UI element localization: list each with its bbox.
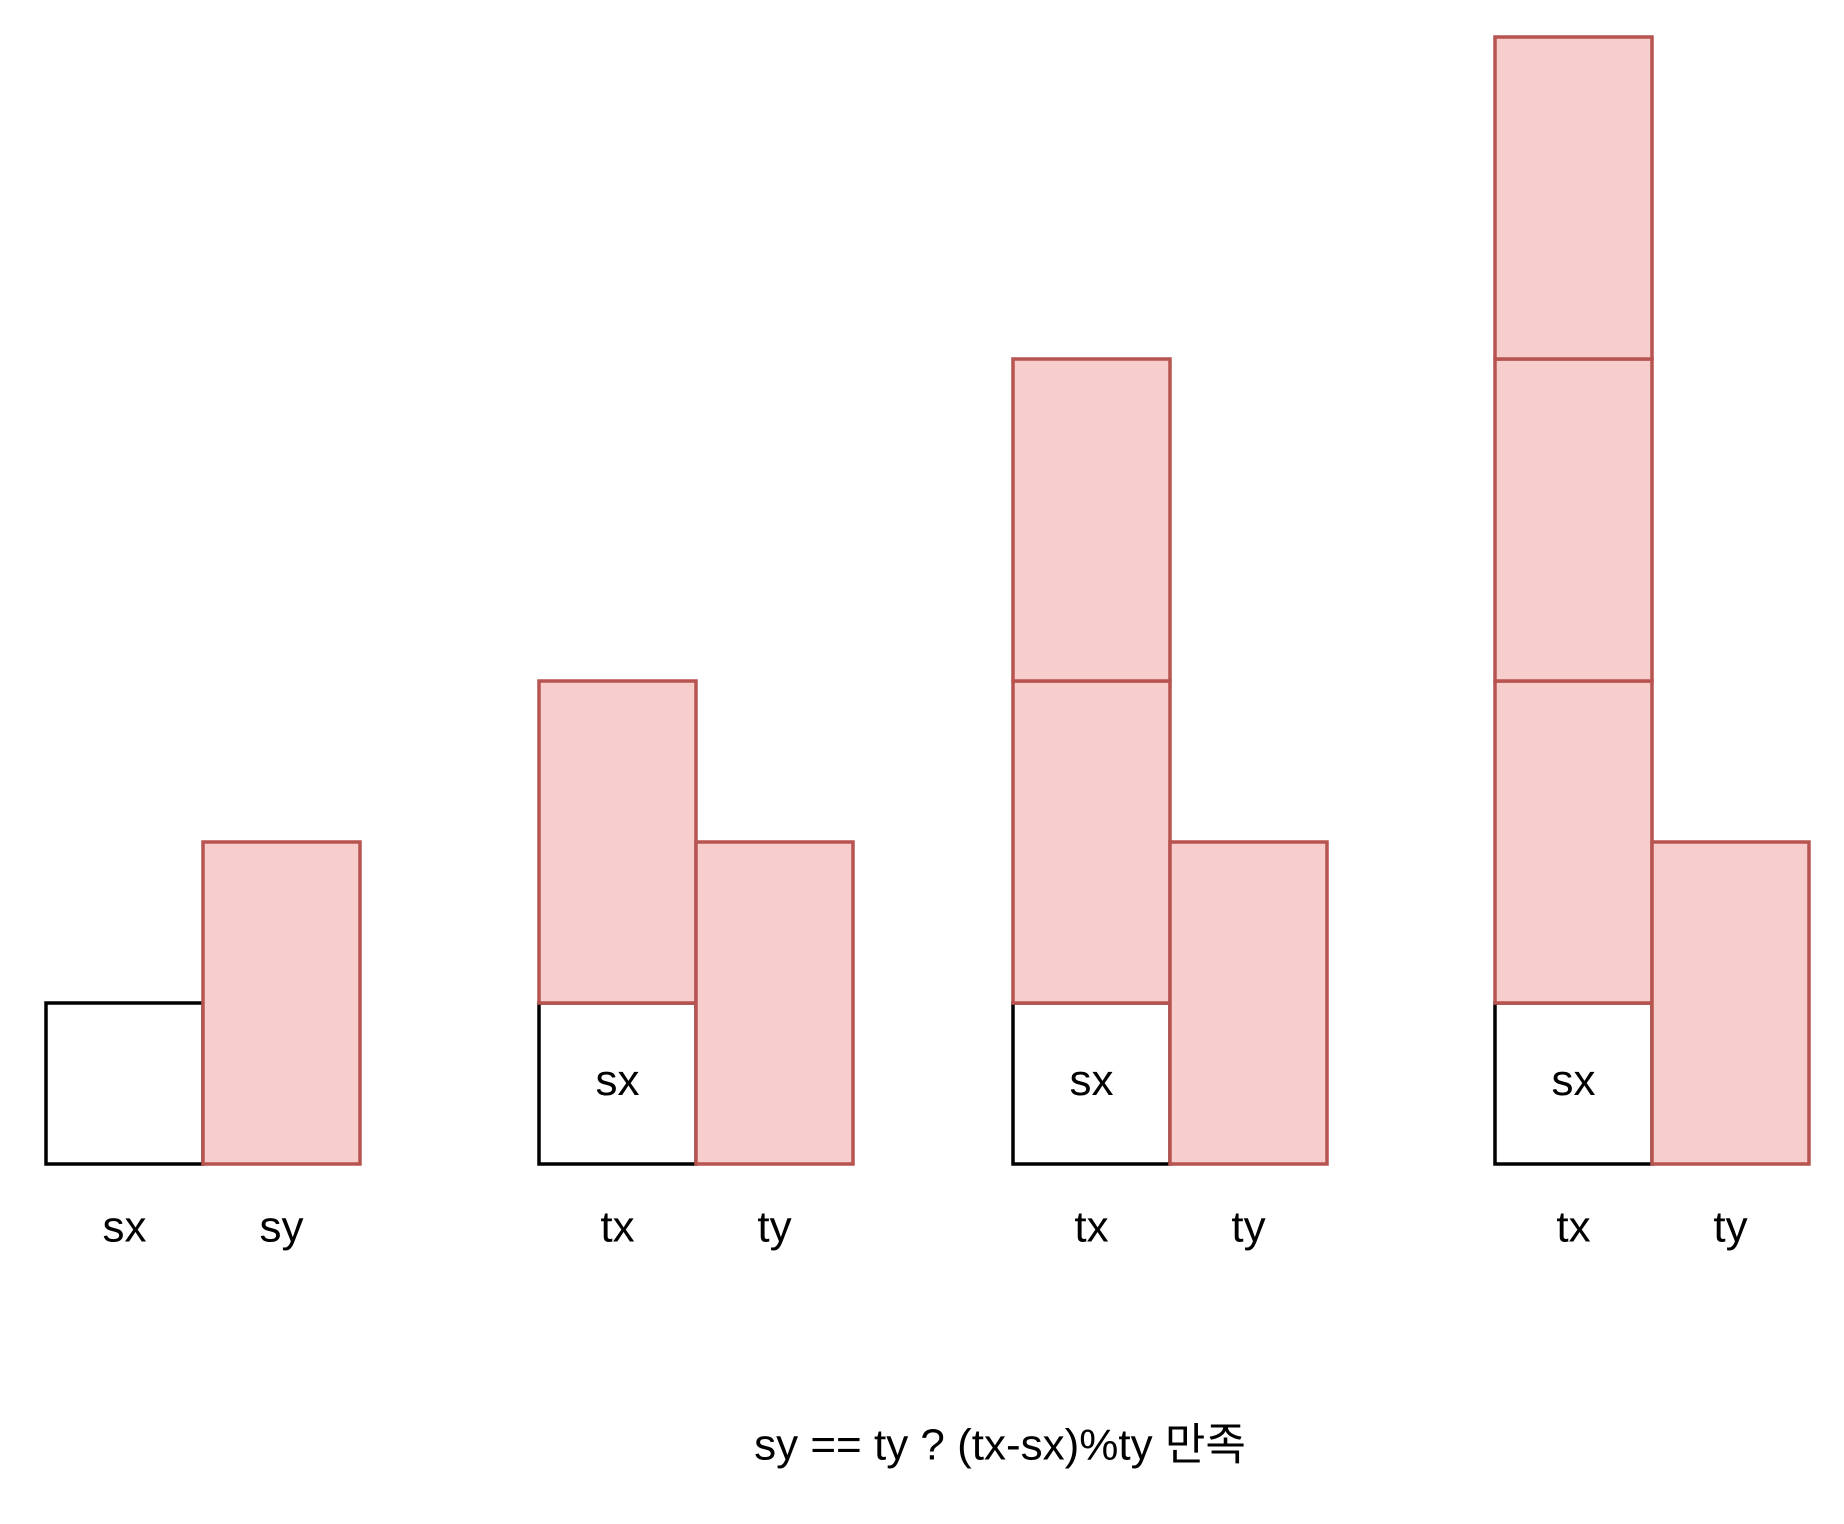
block-g3-c0-3: [1493, 35, 1654, 361]
column-label-g1-c1: ty: [757, 1203, 791, 1252]
block-g2-c1-0: [1168, 840, 1329, 1166]
block-g3-c0-2: [1493, 357, 1654, 683]
block-label-g2-c0-0: sx: [1070, 1056, 1114, 1105]
labels-layer: sx sy sx tx ty sx tx ty sx tx ty: [103, 1056, 1748, 1252]
block-g2-c0-1: [1011, 679, 1172, 1005]
block-label-g1-c0-0: sx: [596, 1056, 640, 1105]
caption-text: sy == ty ? (tx-sx)%ty 만족: [754, 1421, 1246, 1470]
block-g0-c0-0: [44, 1001, 205, 1166]
block-g1-c0-1: [537, 679, 698, 1005]
column-label-g2-c1: ty: [1231, 1203, 1265, 1252]
column-label-g0-c1: sy: [260, 1203, 304, 1252]
block-g0-c1-0: [201, 840, 362, 1166]
block-g1-c1-0: [694, 840, 855, 1166]
block-g2-c0-2: [1011, 357, 1172, 683]
column-label-g1-c0: tx: [600, 1203, 634, 1252]
block-label-g3-c0-0: sx: [1552, 1056, 1596, 1105]
column-label-g3-c1: ty: [1713, 1203, 1747, 1252]
column-label-g2-c0: tx: [1074, 1203, 1108, 1252]
blocks-layer: [44, 35, 1811, 1166]
block-g2-c0-0: [1011, 1001, 1172, 1166]
column-label-g0-c0: sx: [103, 1203, 147, 1252]
block-g1-c0-0: [537, 1001, 698, 1166]
block-g3-c0-1: [1493, 679, 1654, 1005]
column-label-g3-c0: tx: [1556, 1203, 1590, 1252]
block-g3-c1-0: [1650, 840, 1811, 1166]
